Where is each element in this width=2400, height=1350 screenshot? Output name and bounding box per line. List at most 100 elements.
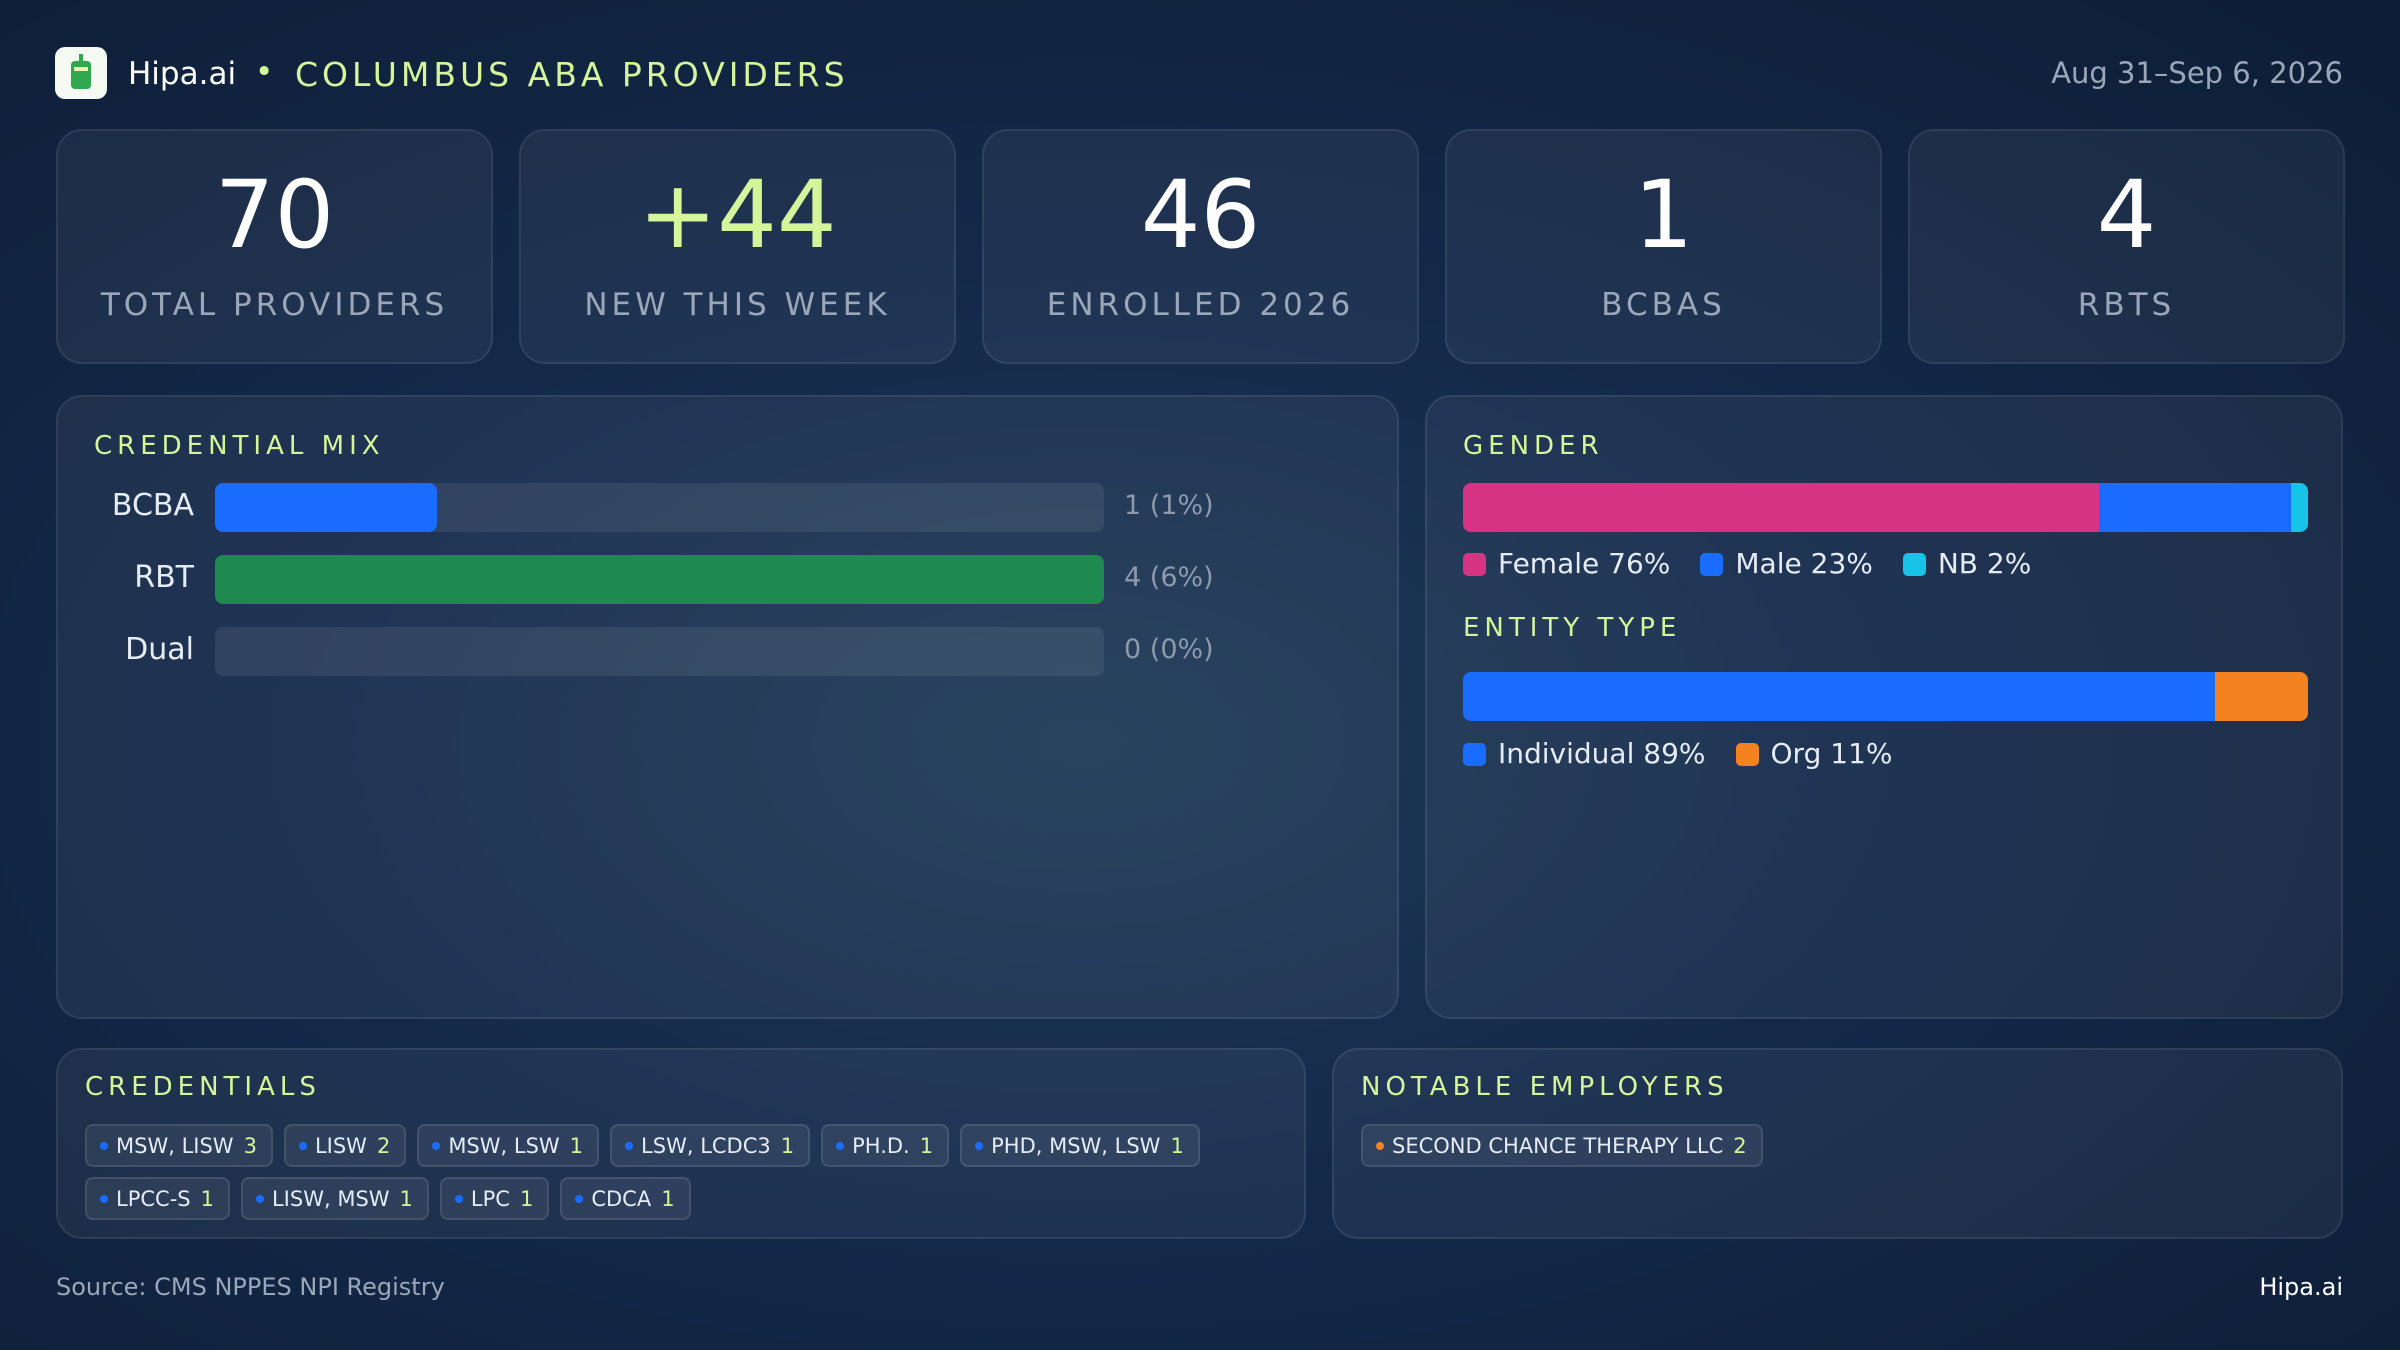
chip-name: PHD, MSW, LSW <box>991 1133 1161 1158</box>
chip: LPC 1 <box>439 1177 550 1220</box>
kpi-label: NEW THIS WEEK <box>584 287 891 323</box>
chip-count: 1 <box>919 1133 934 1158</box>
separator: • <box>255 54 274 90</box>
chip-count: 1 <box>661 1186 675 1211</box>
kpi-label: TOTAL PROVIDERS <box>100 287 449 323</box>
legend-swatch <box>1700 553 1724 576</box>
chip-name: LISW, MSW <box>271 1186 390 1211</box>
legend-name: Female <box>1498 547 1600 580</box>
panel-title: CREDENTIALS <box>85 1072 321 1102</box>
chip: CDCA 1 <box>560 1177 691 1220</box>
legend-swatch <box>1463 553 1486 576</box>
panel-title: ENTITY TYPE <box>1463 613 1682 643</box>
legend-value: 11% <box>1830 737 1893 770</box>
bar-track <box>215 627 1104 676</box>
chip-dot <box>100 1141 108 1150</box>
bar-track <box>215 555 1104 604</box>
chip: SECOND CHANCE THERAPY LLC 2 <box>1361 1124 1763 1167</box>
legend-name: NB <box>1937 547 1979 580</box>
legend-value: 76% <box>1608 547 1671 580</box>
chip-count: 1 <box>569 1133 584 1158</box>
legend-name: Male <box>1735 547 1802 580</box>
chip: PH.D. 1 <box>821 1124 950 1167</box>
chip: LISW 2 <box>283 1124 407 1167</box>
chip: LPCC-S 1 <box>85 1177 230 1220</box>
percent: (0%) <box>1149 634 1214 665</box>
kpi-label: BCBAS <box>1601 287 1726 323</box>
legend: Female 76% Male 23% NB 2% <box>1463 547 2031 580</box>
row-value: 0 (0%) <box>1124 634 1214 665</box>
legend-value: 89% <box>1643 737 1706 770</box>
chip-name: LISW <box>314 1133 367 1158</box>
chip-count: 1 <box>399 1186 413 1211</box>
stacked-bar <box>1463 672 2308 721</box>
legend-item: Org 11% <box>1735 737 1893 770</box>
bar-track <box>215 483 1104 532</box>
credentials-panel: CREDENTIALS MSW, LISW 3 LISW 2 MSW, LSW 1 LSW,… <box>56 1048 1306 1239</box>
chip-dot <box>836 1141 845 1150</box>
page-title: COLUMBUS ABA PROVIDERS <box>295 55 849 94</box>
chip-dot <box>1376 1141 1384 1150</box>
chip-dot <box>432 1141 441 1150</box>
employer-chips: SECOND CHANCE THERAPY LLC 2 <box>1361 1124 2311 1167</box>
segment <box>1463 483 2099 532</box>
legend-item: Female 76% <box>1463 547 1670 580</box>
count: 4 <box>1124 562 1142 593</box>
chip: LISW, MSW 1 <box>240 1177 429 1220</box>
row-value: 4 (6%) <box>1124 562 1214 593</box>
kpi-card: 46 ENROLLED 2026 <box>982 129 1419 364</box>
chip-count: 3 <box>243 1133 257 1158</box>
legend-swatch <box>1463 743 1486 766</box>
legend-item: NB 2% <box>1902 547 2032 580</box>
row-label: RBT <box>134 560 194 595</box>
logo <box>55 47 107 99</box>
credential-chips: MSW, LISW 3 LISW 2 MSW, LSW 1 LSW, LCDC3 1 PH.D.… <box>85 1124 1235 1220</box>
stacked-bar <box>1463 483 2308 532</box>
kpi-value: +44 <box>638 161 837 270</box>
chip-dot <box>255 1194 264 1203</box>
date-range: Aug 31–Sep 6, 2026 <box>2051 56 2343 90</box>
segment <box>1463 672 2216 721</box>
panel-title: NOTABLE EMPLOYERS <box>1361 1072 1729 1102</box>
kpi-label: RBTS <box>2077 287 2176 323</box>
chip-count: 1 <box>1170 1133 1184 1158</box>
chip-dot <box>454 1194 463 1203</box>
segment <box>2215 672 2308 721</box>
row-label: BCBA <box>111 488 194 523</box>
legend: Individual 89% Org 11% <box>1463 737 1893 770</box>
panel-title: GENDER <box>1463 431 1604 461</box>
percent: (6%) <box>1149 562 1214 593</box>
employers-panel: NOTABLE EMPLOYERS SECOND CHANCE THERAPY … <box>1332 1048 2343 1239</box>
chip-count: 2 <box>1733 1133 1747 1158</box>
source: Source: CMS NPPES NPI Registry <box>56 1273 445 1301</box>
panel-title: CREDENTIAL MIX <box>94 431 385 461</box>
legend-swatch <box>1735 743 1759 766</box>
chip-dot <box>625 1141 634 1150</box>
chip-name: SECOND CHANCE THERAPY LLC <box>1392 1133 1724 1158</box>
legend-value: 23% <box>1810 547 1873 580</box>
chip: PHD, MSW, LSW 1 <box>960 1124 1200 1167</box>
percent: (1%) <box>1149 490 1214 521</box>
footer-brand: Hipa.ai <box>2259 1273 2343 1301</box>
segment <box>2291 483 2308 532</box>
kpi-label: ENROLLED 2026 <box>1046 287 1355 323</box>
kpi-card: 1 BCBAS <box>1445 129 1882 364</box>
legend-item: Individual 89% <box>1463 737 1706 770</box>
chip-name: MSW, LISW <box>116 1133 234 1158</box>
brand: Hipa.ai <box>128 56 237 92</box>
kpi-value: 1 <box>1633 161 1694 270</box>
chip-name: CDCA <box>591 1186 652 1211</box>
segment <box>2098 483 2292 532</box>
chip: MSW, LSW 1 <box>417 1124 600 1167</box>
chip-name: PH.D. <box>852 1133 910 1158</box>
credential-mix-panel: CREDENTIAL MIX BCBA 1 (1%) RBT 4 (6%) Dual 0 … <box>56 395 1399 1019</box>
chip-dot <box>975 1141 984 1150</box>
legend-swatch <box>1902 553 1926 576</box>
kpi-card: 70 TOTAL PROVIDERS <box>56 129 493 364</box>
legend-value: 2% <box>1986 547 2032 580</box>
kpi-value: 46 <box>1140 161 1261 270</box>
chip-name: LSW, LCDC3 <box>641 1133 771 1158</box>
bar <box>215 555 1104 604</box>
